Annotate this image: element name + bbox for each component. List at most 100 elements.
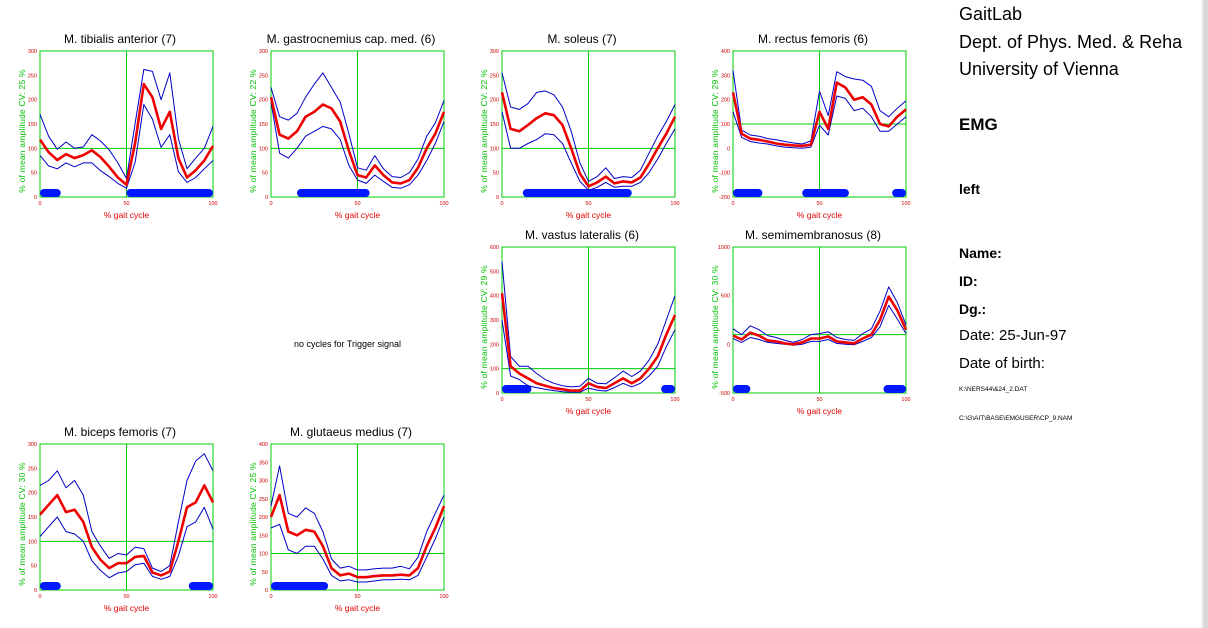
y-tick-label: 300 <box>28 49 37 55</box>
lab-name: GaitLab <box>959 4 1023 24</box>
series-lower-sd <box>501 319 676 393</box>
x-axis-label: % gait cycle <box>796 406 843 416</box>
x-tick-label: 50 <box>123 594 129 600</box>
stance-phase-bar <box>40 189 61 197</box>
no-cycles-message: no cycles for Trigger signal <box>294 339 402 349</box>
series-upper-sd <box>732 286 907 343</box>
section-title: EMG <box>959 115 998 134</box>
chart-panel-tibialis-anterior: M. tibialis anterior (7) % of mean ampli… <box>10 32 230 224</box>
series-lower-sd <box>39 506 214 580</box>
data-file-path: K:\NERS44\&24_2.DAT <box>959 386 1028 393</box>
chart-panel-biceps-femoris: M. biceps femoris (7) % of mean amplitud… <box>10 425 230 617</box>
chart-panel-semimembranosus: M. semimembranosus (8) % of mean amplitu… <box>703 228 923 420</box>
series-mean <box>731 81 907 148</box>
report-header: GaitLab Dept. of Phys. Med. & Reha Unive… <box>958 0 1208 628</box>
series-mean <box>269 96 446 185</box>
chart-panel-vastus-lateralis: M. vastus lateralis (6) % of mean amplit… <box>472 228 692 420</box>
y-tick-label: 400 <box>259 442 268 448</box>
chart-panel-glutaeus-medius: M. glutaeus medius (7) % of mean amplitu… <box>241 425 461 617</box>
stance-phase-bar <box>271 582 329 590</box>
x-tick-label: 100 <box>670 397 679 403</box>
x-tick-label: 50 <box>585 397 591 403</box>
date-of-birth-label: Date of birth: <box>959 355 1045 372</box>
emg-plot: 0 100 200 300 400 500 600 0 50 100 <box>490 245 680 403</box>
y-tick-label: 250 <box>490 73 499 79</box>
y-tick-label: 50 <box>262 570 268 576</box>
y-tick-label: 100 <box>721 122 730 128</box>
y-tick-label: 200 <box>490 98 499 104</box>
y-tick-label: 0 <box>496 195 499 201</box>
emg-plot: -200 -100 0 100 200 300 400 0 50 100 <box>719 49 911 207</box>
series-upper-sd <box>732 70 907 145</box>
department: Dept. of Phys. Med. & Reha <box>959 32 1183 52</box>
name-file-path: C:\G\AIT\BASE\EMGUSER\CP_9.NAM <box>959 415 1073 422</box>
stance-phase-bar <box>733 385 751 393</box>
id-label: ID: <box>959 273 978 289</box>
series-mean <box>39 484 215 577</box>
emg-plot: 0 50 100 150 200 250 300 0 50 100 <box>259 49 449 207</box>
x-axis-label: % gait cycle <box>334 603 381 613</box>
y-tick-label: 250 <box>259 73 268 79</box>
series-lower-sd <box>501 111 676 191</box>
series-mean <box>269 493 446 579</box>
y-tick-label: 0 <box>265 195 268 201</box>
window-edge <box>1201 0 1203 628</box>
x-tick-label: 0 <box>38 201 41 207</box>
series-mean <box>500 92 677 188</box>
x-tick-label: 100 <box>901 397 910 403</box>
series-lower-sd <box>39 104 214 189</box>
x-axis-label: % gait cycle <box>796 210 843 220</box>
y-tick-label: 50 <box>31 171 37 177</box>
stance-phase-bar <box>892 189 906 197</box>
y-tick-label: 0 <box>496 391 499 397</box>
series-mean <box>500 293 677 392</box>
y-tick-label: 100 <box>490 367 499 373</box>
chart-panel-gastrocnemius: M. gastrocnemius cap. med. (6) % of mean… <box>241 32 461 224</box>
x-tick-label: 0 <box>731 201 734 207</box>
y-tick-label: 150 <box>28 515 37 521</box>
series-upper-sd <box>501 261 676 388</box>
y-tick-label: 100 <box>490 146 499 152</box>
y-tick-label: 200 <box>28 98 37 104</box>
side-label: left <box>959 181 980 197</box>
y-tick-label: 150 <box>259 122 268 128</box>
y-tick-label: 150 <box>259 533 268 539</box>
series-upper-sd <box>501 72 676 182</box>
y-tick-label: 250 <box>259 497 268 503</box>
x-tick-label: 50 <box>123 201 129 207</box>
x-axis-label: % gait cycle <box>334 210 381 220</box>
stance-phase-bar <box>522 189 632 197</box>
y-tick-label: 250 <box>28 466 37 472</box>
x-tick-label: 0 <box>38 594 41 600</box>
y-tick-label: 100 <box>28 146 37 152</box>
x-tick-label: 100 <box>670 201 679 207</box>
university: University of Vienna <box>959 59 1119 79</box>
date-label: Date: 25-Jun-97 <box>959 327 1067 344</box>
x-tick-label: 0 <box>500 201 503 207</box>
x-tick-label: 100 <box>208 201 217 207</box>
stance-phase-bar <box>188 582 213 590</box>
y-tick-label: 50 <box>262 171 268 177</box>
x-tick-label: 100 <box>439 201 448 207</box>
series-lower-sd <box>270 516 445 583</box>
x-tick-label: 50 <box>585 201 591 207</box>
y-tick-label: 200 <box>490 342 499 348</box>
y-tick-label: 100 <box>259 146 268 152</box>
diagnosis-label: Dg.: <box>959 301 987 317</box>
chart-panel-soleus: M. soleus (7) % of mean amplitude CV: 22… <box>472 32 692 224</box>
y-tick-label: 100 <box>28 539 37 545</box>
y-tick-label: 500 <box>721 294 730 300</box>
y-tick-label: 0 <box>34 588 37 594</box>
stance-phase-bar <box>296 189 370 197</box>
y-tick-label: -200 <box>719 195 730 201</box>
window-scroll-edge[interactable] <box>1203 0 1208 628</box>
emg-plot: 0 50 100 150 200 250 300 0 50 100 <box>28 442 218 600</box>
y-tick-label: 200 <box>259 98 268 104</box>
emg-plot: 0 50 100 150 200 250 300 0 50 100 <box>490 49 680 207</box>
y-tick-label: 300 <box>259 479 268 485</box>
y-tick-label: 0 <box>265 588 268 594</box>
x-axis-label: % gait cycle <box>103 603 150 613</box>
x-tick-label: 0 <box>269 201 272 207</box>
x-tick-label: 50 <box>816 201 822 207</box>
y-tick-label: -500 <box>719 391 730 397</box>
